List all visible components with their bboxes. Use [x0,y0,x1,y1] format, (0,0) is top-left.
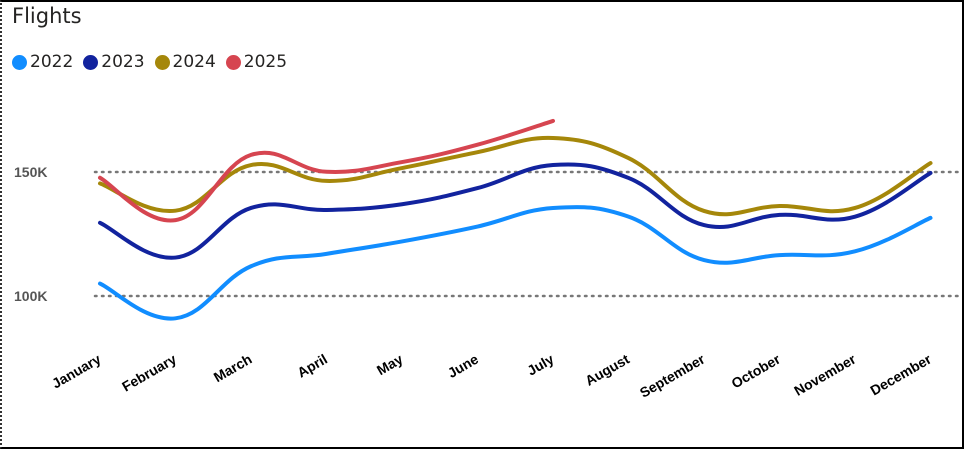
x-tick-label: July [524,351,556,379]
legend-item-2025[interactable]: 2025 [225,52,288,72]
x-tick-label: June [445,351,481,381]
x-tick-label: January [49,351,104,392]
legend-marker-icon [225,54,241,70]
legend-label: 2023 [101,52,145,72]
series-line-2022 [98,205,933,321]
series-line-2025 [98,118,555,223]
y-tick-label: 150K [14,164,47,180]
series-line-2024 [98,135,933,217]
chart-title: Flights [12,4,82,28]
x-tick-label: May [374,351,406,379]
x-tick-label: March [211,351,255,385]
legend-item-2023[interactable]: 2023 [83,52,145,72]
x-tick-label: October [729,350,784,391]
y-tick-label: 100K [14,288,47,304]
x-tick-label: February [119,351,179,395]
legend-marker-icon [154,54,170,70]
x-tick-label: September [637,350,708,400]
x-tick-label: April [294,351,330,381]
series-line-2023 [98,162,933,260]
legend: 2022 2023 2024 2025 [12,52,287,72]
x-tick-label: November [791,350,859,398]
legend-label: 2022 [30,52,74,72]
legend-label: 2025 [243,52,288,72]
legend-item-2024[interactable]: 2024 [154,52,216,72]
legend-label: 2024 [172,52,216,72]
legend-marker-icon [12,54,27,70]
x-tick-label: December [867,350,934,398]
legend-marker-icon [83,54,99,70]
x-tick-label: August [582,351,632,389]
legend-item-2022[interactable]: 2022 [12,52,73,72]
